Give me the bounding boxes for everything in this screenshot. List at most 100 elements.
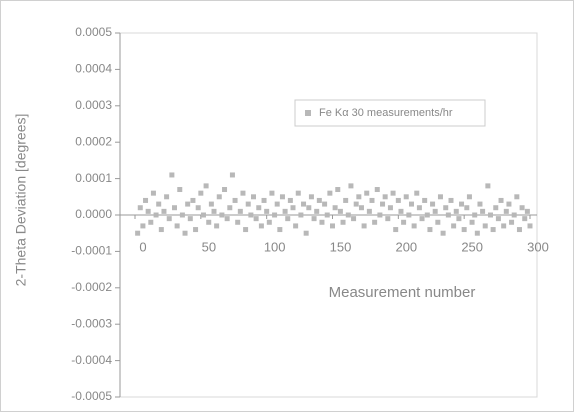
point	[166, 216, 172, 222]
point	[495, 216, 501, 222]
point	[308, 194, 314, 200]
point	[498, 197, 504, 203]
point	[190, 197, 196, 203]
point	[327, 190, 333, 196]
point	[401, 219, 407, 225]
point	[524, 208, 530, 214]
point	[264, 208, 270, 214]
point	[519, 205, 525, 211]
y-tick-label: -0.0004	[71, 353, 112, 367]
point	[366, 208, 372, 214]
point	[480, 208, 486, 214]
point	[177, 187, 183, 193]
point	[200, 212, 206, 218]
x-tick-label: 200	[395, 239, 417, 254]
point	[316, 197, 322, 203]
point	[393, 227, 399, 233]
point	[301, 201, 307, 207]
point	[172, 205, 177, 211]
point	[464, 205, 470, 211]
point	[527, 223, 533, 229]
point	[422, 197, 428, 203]
point	[243, 227, 249, 233]
point	[306, 205, 312, 211]
point	[248, 212, 254, 218]
point	[356, 194, 362, 200]
point	[256, 205, 262, 211]
point	[348, 183, 354, 189]
point	[145, 208, 151, 214]
point	[448, 197, 454, 203]
point	[137, 205, 143, 211]
point	[295, 190, 301, 196]
point	[287, 197, 293, 203]
point	[485, 183, 491, 189]
point	[277, 227, 283, 233]
point	[416, 205, 422, 211]
point	[235, 219, 241, 225]
point	[314, 208, 320, 214]
point	[282, 208, 288, 214]
point	[427, 227, 433, 233]
point	[293, 223, 299, 229]
x-tick-label: 150	[330, 239, 352, 254]
point	[345, 212, 351, 218]
point	[161, 208, 167, 214]
point	[419, 216, 425, 222]
point	[361, 223, 367, 229]
point	[501, 223, 507, 229]
point	[437, 194, 443, 200]
point	[324, 212, 330, 218]
point	[211, 208, 217, 214]
point	[219, 212, 225, 218]
point	[395, 197, 401, 203]
point	[216, 194, 222, 200]
point	[382, 194, 388, 200]
legend-box	[294, 99, 486, 127]
y-tick-label: 0.0003	[75, 98, 112, 112]
y-tick-label: 0.0001	[75, 171, 112, 185]
point	[222, 187, 228, 193]
point	[477, 201, 483, 207]
point	[269, 190, 275, 196]
point	[187, 216, 193, 222]
point	[203, 183, 209, 189]
y-tick-label: 0.0000	[75, 207, 112, 221]
point	[514, 194, 520, 200]
point	[285, 216, 291, 222]
point	[482, 223, 488, 229]
point	[432, 208, 438, 214]
point	[169, 172, 175, 178]
legend-label: Fe Kα 30 measurements/hr	[319, 107, 453, 119]
point	[451, 223, 457, 229]
point	[522, 216, 528, 222]
point	[380, 201, 386, 207]
point	[227, 205, 233, 211]
point	[140, 223, 146, 229]
point	[369, 197, 375, 203]
point	[148, 219, 154, 225]
point	[195, 205, 201, 211]
point	[232, 197, 238, 203]
point	[353, 201, 359, 207]
point	[387, 205, 393, 211]
y-tick-label: 0.0002	[75, 134, 112, 148]
point	[193, 227, 199, 233]
point	[364, 190, 370, 196]
x-tick-label: 50	[202, 239, 216, 254]
y-tick-label: -0.0003	[71, 316, 112, 330]
point	[409, 201, 414, 207]
point	[398, 208, 404, 214]
point	[330, 223, 335, 229]
point	[319, 219, 325, 225]
point	[251, 194, 256, 200]
point	[435, 219, 441, 225]
point	[459, 201, 465, 207]
point	[374, 187, 380, 193]
point	[472, 212, 478, 218]
point	[206, 219, 212, 225]
point	[414, 190, 420, 196]
point	[358, 205, 364, 211]
point	[474, 230, 480, 236]
